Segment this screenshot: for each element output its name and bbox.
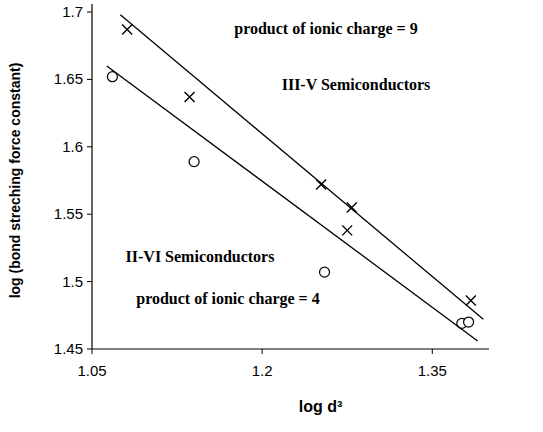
plot-area	[107, 15, 484, 341]
x-marker	[466, 295, 476, 305]
x-tick	[92, 349, 93, 354]
fit-line	[107, 66, 478, 341]
x-marker	[122, 25, 132, 35]
x-marker	[347, 202, 357, 212]
annotation: product of ionic charge = 4	[136, 290, 319, 308]
annotation: III-V Semiconductors	[282, 76, 431, 93]
y-tick	[87, 214, 92, 215]
y-tick	[87, 281, 92, 282]
y-axis	[91, 4, 92, 349]
y-tick-label: 1.55	[54, 205, 83, 222]
y-tick	[87, 12, 92, 13]
x-tick	[262, 349, 263, 354]
chart-container: 1.05 1.2 1.35 1.45 1.5 1.55 1.6 1.65 1.7 log d³ lo…	[0, 0, 543, 432]
x-tick	[432, 349, 433, 354]
x-marker	[342, 225, 352, 235]
x-tick-label: 1.2	[252, 362, 273, 379]
circle-marker	[464, 317, 474, 327]
chart: 1.05 1.2 1.35 1.45 1.5 1.55 1.6 1.65 1.7 log d³ lo…	[0, 0, 543, 432]
y-tick	[87, 79, 92, 80]
y-tick-label: 1.45	[54, 340, 83, 357]
circle-marker	[189, 157, 199, 167]
annotation: II-VI Semiconductors	[126, 248, 275, 265]
x-tick-label: 1.35	[418, 362, 447, 379]
y-tick-label: 1.6	[62, 138, 83, 155]
y-axis-title: log (bond streching force constant)	[7, 63, 23, 299]
y-tick-label: 1.5	[62, 273, 83, 290]
x-axis	[92, 348, 489, 349]
fit-line	[120, 15, 483, 320]
circle-marker	[320, 267, 330, 277]
x-marker	[185, 92, 195, 102]
annotation: product of ionic charge = 9	[234, 20, 417, 38]
x-tick-label: 1.05	[77, 362, 106, 379]
y-tick	[87, 146, 92, 147]
y-tick-label: 1.7	[62, 3, 83, 20]
y-tick	[87, 349, 92, 350]
x-axis-title: log d³	[299, 398, 343, 415]
y-tick-label: 1.65	[54, 70, 83, 87]
